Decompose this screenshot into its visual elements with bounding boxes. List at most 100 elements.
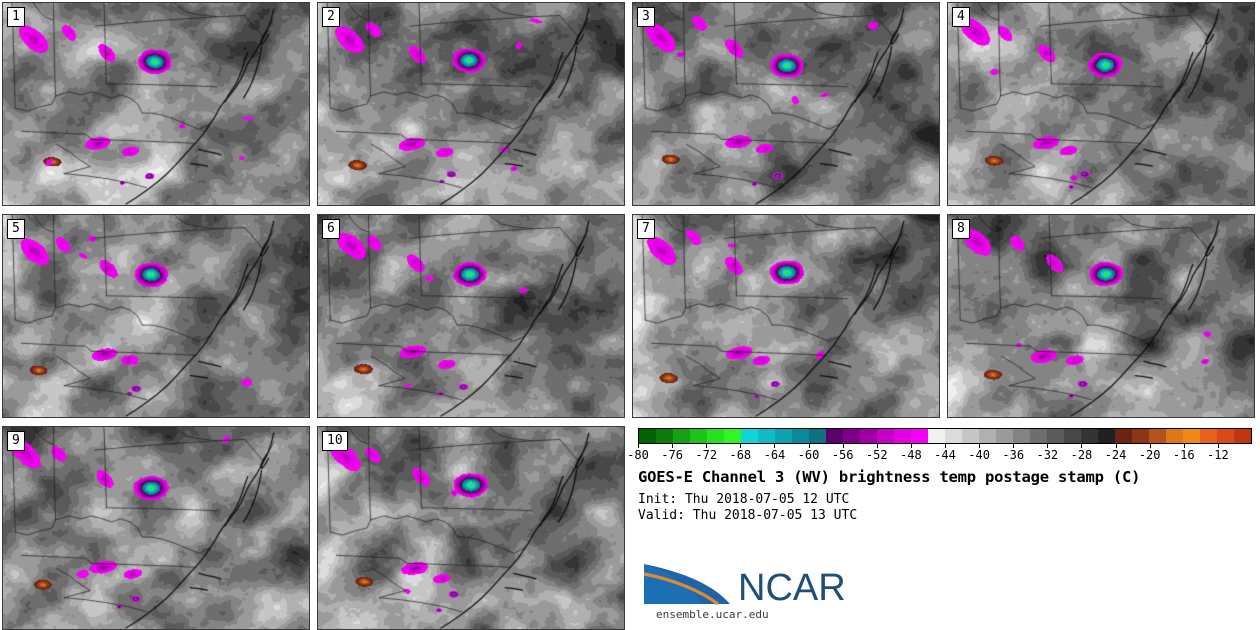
colorbar-segment: [1081, 429, 1098, 443]
colorbar-tick: [842, 444, 844, 448]
colorbar-tick: [1013, 444, 1015, 448]
postage-stamp-panel-7: 7: [632, 214, 940, 418]
colorbar-tick: [808, 444, 810, 448]
colorbar-tick-label: -76: [661, 448, 683, 462]
colorbar-tick-label: -52: [865, 448, 888, 462]
colorbar-tick: [1115, 444, 1117, 448]
colorbar-segment: [656, 429, 673, 443]
colorbar: [638, 428, 1252, 444]
panel-number-label: 6: [322, 219, 340, 239]
panel-number-label: 4: [952, 7, 970, 27]
colorbar-segment: [775, 429, 792, 443]
colorbar-segment: [758, 429, 775, 443]
colorbar-segment: [1047, 429, 1064, 443]
colorbar-tick: [945, 444, 946, 448]
colorbar-segment: [673, 429, 690, 443]
colorbar-segment: [1098, 429, 1115, 443]
satellite-image-1: [3, 3, 309, 205]
postage-stamp-panel-1: 1: [2, 2, 310, 206]
postage-stamp-panel-10: 10: [317, 426, 625, 630]
colorbar-tick-label: -12: [1207, 448, 1229, 462]
colorbar-tick-label: -36: [1002, 448, 1025, 462]
colorbar-tick-label: -32: [1036, 448, 1059, 462]
panel-number-label: 7: [637, 219, 655, 239]
ncar-url-text: ensemble.ucar.edu: [656, 608, 769, 621]
colorbar-tick-label: -40: [968, 448, 990, 462]
ncar-logo-mark: NCAR: [643, 564, 846, 608]
satellite-image-5: [3, 215, 309, 417]
ncar-wordmark: NCAR: [738, 567, 846, 608]
colorbar-segment: [1064, 429, 1081, 443]
panel-number-label: 1: [7, 7, 25, 27]
postage-stamp-panel-9: 9: [2, 426, 310, 630]
satellite-image-9: [3, 427, 309, 629]
colorbar-tick-label: -44: [934, 448, 956, 462]
colorbar-tick: [1183, 444, 1185, 448]
colorbar-tick: [672, 444, 674, 448]
panel-number-label: 8: [952, 219, 970, 239]
panel-number-label: 2: [322, 7, 340, 27]
colorbar-title: GOES-E Channel 3 (WV) brightness temp po…: [638, 468, 1141, 486]
postage-stamp-panel-6: 6: [317, 214, 625, 418]
colorbar-segment: [1217, 429, 1234, 443]
colorbar-segment: [1030, 429, 1047, 443]
postage-stamp-panel-2: 2: [317, 2, 625, 206]
colorbar-tick-label: -16: [1172, 448, 1195, 462]
colorbar-segment: [979, 429, 996, 443]
colorbar-segment: [860, 429, 877, 443]
colorbar-tick: [774, 444, 776, 448]
colorbar-segment: [724, 429, 741, 443]
satellite-image-7: [633, 215, 939, 417]
ncar-logo: NCAR ensemble.ucar.edu: [642, 558, 902, 621]
colorbar-tick: [1047, 444, 1049, 448]
satellite-image-10: [318, 427, 624, 629]
colorbar-tick: [706, 444, 708, 448]
colorbar-segment: [1013, 429, 1030, 443]
colorbar-tick: [979, 444, 981, 448]
postage-stamp-panel-5: 5: [2, 214, 310, 418]
colorbar-segment: [1132, 429, 1149, 443]
colorbar-segment: [945, 429, 962, 443]
colorbar-segment: [707, 429, 724, 443]
colorbar-segment: [1166, 429, 1183, 443]
colorbar-tick-label: -80: [627, 448, 649, 462]
colorbar-tick-label: -64: [763, 448, 786, 462]
colorbar-tick-label: -68: [729, 448, 752, 462]
satellite-image-3: [633, 3, 939, 205]
valid-time-label: Valid: Thu 2018-07-05 13 UTC: [638, 508, 858, 523]
postage-stamp-panel-4: 4: [947, 2, 1255, 206]
colorbar-segment: [962, 429, 979, 443]
colorbar-segment: [792, 429, 809, 443]
colorbar-segment: [639, 429, 656, 443]
colorbar-tick-label: -24: [1104, 448, 1127, 462]
legend-info-block: -80 -76 -72 -68 -64 -60 -56 -52 -48 -44 -40 -36 -32-…: [627, 420, 1260, 627]
panel-number-label: 9: [7, 431, 25, 451]
colorbar-segment: [911, 429, 928, 443]
colorbar-tick: [910, 444, 912, 448]
colorbar-segment: [809, 429, 826, 443]
ncar-arc-icon: [643, 572, 719, 606]
satellite-image-4: [948, 3, 1254, 205]
colorbar-segment: [928, 429, 945, 443]
colorbar-segment: [690, 429, 707, 443]
colorbar-segment: [741, 429, 758, 443]
satellite-image-2: [318, 3, 624, 205]
colorbar-segment: [1200, 429, 1217, 443]
colorbar-ticks: -80 -76 -72 -68 -64 -60 -56 -52 -48 -44 -40 -36 -32-…: [627, 444, 1252, 462]
colorbar-tick-label: -48: [900, 448, 922, 462]
colorbar-tick-label: -56: [831, 448, 854, 462]
colorbar-tick: [740, 444, 742, 448]
satellite-image-6: [318, 215, 624, 417]
colorbar-tick: [638, 444, 639, 448]
ncar-swoosh-icon: [644, 564, 702, 604]
colorbar-tick: [1217, 444, 1219, 448]
colorbar-tick: [876, 444, 878, 448]
colorbar-segment: [1149, 429, 1166, 443]
colorbar-tick: [1149, 444, 1151, 448]
panel-number-label: 3: [637, 7, 655, 27]
colorbar-segment: [826, 429, 843, 443]
colorbar-tick-label: -20: [1138, 448, 1161, 462]
colorbar-tick: [1081, 444, 1083, 448]
init-time-label: Init: Thu 2018-07-05 12 UTC: [638, 492, 850, 507]
